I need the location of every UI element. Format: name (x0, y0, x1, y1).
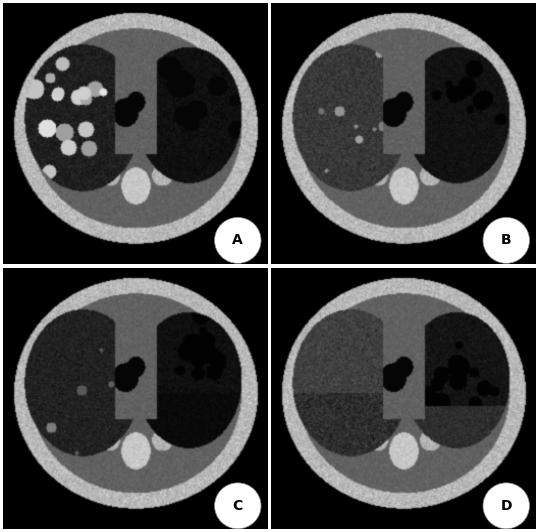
Circle shape (483, 483, 529, 529)
Text: A: A (232, 234, 243, 247)
Circle shape (483, 218, 529, 263)
Text: B: B (501, 234, 512, 247)
Text: D: D (500, 499, 512, 513)
Circle shape (215, 218, 261, 263)
Text: C: C (232, 499, 243, 513)
Circle shape (215, 483, 261, 529)
